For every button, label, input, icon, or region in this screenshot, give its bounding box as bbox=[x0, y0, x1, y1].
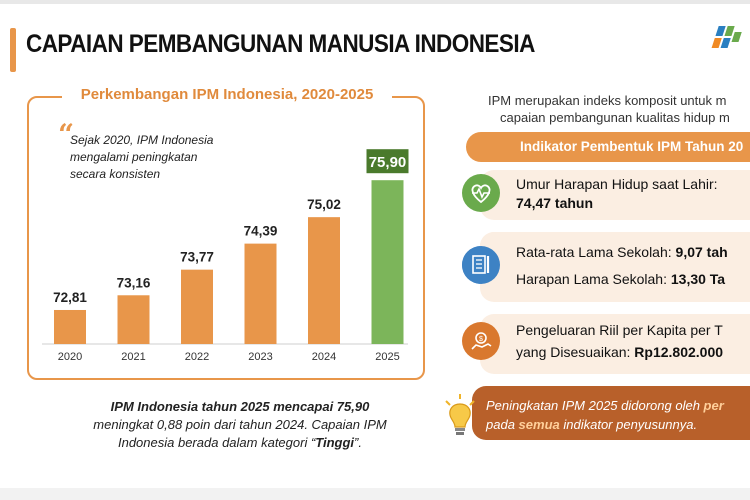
heart-pulse-icon bbox=[462, 174, 500, 212]
bottom-divider bbox=[0, 488, 750, 500]
chart-quote: Sejak 2020, IPM Indonesia mengalami peni… bbox=[70, 132, 250, 183]
money-icon: $ bbox=[462, 322, 500, 360]
note-line-end: indikator penyusunnya. bbox=[559, 417, 698, 432]
tick-label-2021: 2021 bbox=[121, 351, 145, 363]
indicator-header-label: Indikator Pembentuk IPM Tahun 20 bbox=[520, 139, 744, 154]
book-icon bbox=[462, 246, 500, 284]
note-box bbox=[472, 386, 750, 440]
mean-schooling-label: Rata-rata Lama Sekolah: bbox=[516, 244, 676, 260]
tick-label-2022: 2022 bbox=[185, 351, 209, 363]
bar-2023 bbox=[244, 243, 277, 344]
title-accent-bar bbox=[10, 28, 16, 72]
summary-bold: IPM Indonesia tahun 2025 mencapai 75,90 bbox=[110, 399, 370, 414]
tick-label-2020: 2020 bbox=[58, 351, 82, 363]
tick-label-2025: 2025 bbox=[375, 351, 399, 363]
value-label-2021: 73,16 bbox=[117, 275, 151, 290]
value-label-2024: 75,02 bbox=[307, 197, 341, 212]
indicator-life-expectancy bbox=[480, 170, 750, 220]
summary-category: Tinggi bbox=[315, 435, 355, 450]
bar-2022 bbox=[181, 269, 213, 344]
indicator-expenditure bbox=[480, 314, 750, 374]
tick-label-2024: 2024 bbox=[312, 351, 336, 363]
page-title: CAPAIAN PEMBANGUNAN MANUSIA INDONESIA bbox=[26, 30, 535, 58]
bar-2020 bbox=[54, 309, 86, 344]
quote-line: mengalami peningkatan bbox=[70, 150, 198, 164]
summary-text: IPM Indonesia tahun 2025 mencapai 75,90 … bbox=[55, 398, 425, 452]
ipm-definition: IPM merupakan indeks komposit untuk m ca… bbox=[488, 92, 750, 126]
note-bold: semua bbox=[518, 417, 560, 432]
ipm-bar-chart: 72,81 2020 73,16 2021 73,77 2022 74,39 2023 75,0… bbox=[42, 149, 409, 363]
bar-2024 bbox=[308, 217, 340, 344]
top-divider bbox=[0, 0, 750, 4]
lightbulb-icon bbox=[445, 394, 475, 435]
chart-title: Perkembangan IPM Indonesia, 2020-2025 bbox=[80, 86, 374, 103]
expenditure-label: Pengeluaran Riil per Kapita per T bbox=[516, 322, 723, 338]
highlight-label-box bbox=[366, 149, 409, 174]
value-label-2023: 74,39 bbox=[244, 224, 278, 239]
life-expectancy-label: Umur Harapan Hidup saat Lahir: bbox=[516, 176, 718, 192]
intro-line: capaian pembangunan kualitas hidup m bbox=[500, 110, 730, 125]
quote-mark-icon: “ bbox=[58, 118, 75, 151]
note-text: Peningkatan IPM 2025 didorong oleh per p… bbox=[486, 396, 724, 434]
bar-2025 bbox=[371, 180, 404, 344]
note-line: Peningkatan IPM 2025 didorong oleh bbox=[486, 398, 704, 413]
indicator-header: Indikator Pembentuk IPM Tahun 20 bbox=[466, 132, 750, 162]
mean-schooling-line: Rata-rata Lama Sekolah: 9,07 tah bbox=[516, 244, 728, 260]
indicator-schooling-bg bbox=[480, 232, 750, 302]
bar-2021 bbox=[117, 295, 150, 344]
summary-line: Indonesia berada dalam kategori “ bbox=[117, 435, 316, 450]
summary-line-end: ”. bbox=[354, 435, 362, 450]
note-line: pada bbox=[486, 417, 519, 432]
expenditure-label-2: yang Disesuaikan: bbox=[516, 344, 635, 360]
chart-card bbox=[27, 96, 425, 380]
life-expectancy-value: 74,47 tahun bbox=[516, 195, 594, 211]
value-label-2025: 75,90 bbox=[369, 154, 407, 171]
expected-schooling-label: Harapan Lama Sekolah: bbox=[516, 271, 671, 287]
quote-line: Sejak 2020, IPM Indonesia bbox=[70, 133, 214, 147]
value-label-2020: 72,81 bbox=[53, 290, 87, 305]
value-label-2022: 73,77 bbox=[180, 250, 214, 265]
note-bold: per bbox=[703, 398, 724, 413]
intro-line: IPM merupakan indeks komposit untuk m bbox=[488, 93, 727, 108]
tick-label-2023: 2023 bbox=[248, 351, 272, 363]
expenditure-line: yang Disesuaikan: Rp12.802.000 bbox=[516, 344, 723, 360]
mean-schooling-value: 9,07 tah bbox=[675, 244, 728, 260]
card-title-background bbox=[62, 86, 392, 110]
quote-line: secara konsisten bbox=[70, 167, 161, 181]
expected-schooling-line: Harapan Lama Sekolah: 13,30 Ta bbox=[516, 271, 725, 287]
svg-text:$: $ bbox=[479, 336, 483, 343]
expenditure-value: Rp12.802.000 bbox=[634, 344, 724, 360]
summary-line: meningkat 0,88 poin dari tahun 2024. Cap… bbox=[93, 417, 387, 432]
expected-schooling-value: 13,30 Ta bbox=[670, 271, 726, 287]
bps-logo bbox=[711, 26, 742, 48]
